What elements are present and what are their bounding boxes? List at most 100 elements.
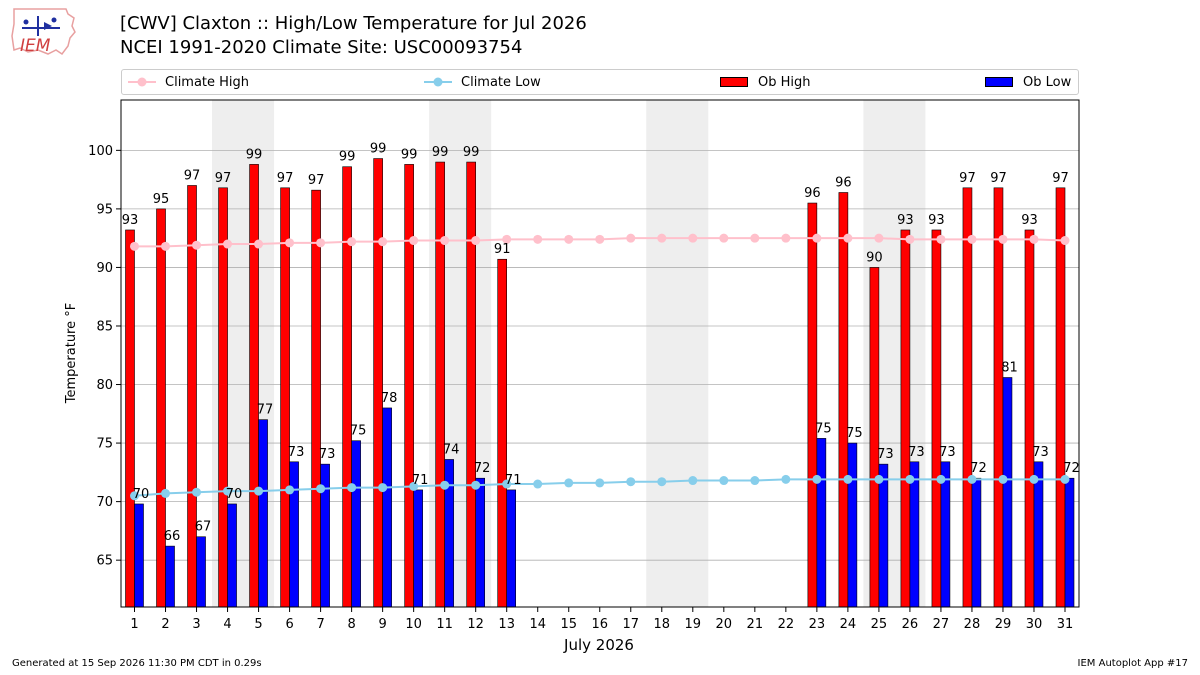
ob-low-bar bbox=[475, 477, 485, 608]
ob-high-bar bbox=[900, 229, 911, 608]
x-tick-label: 23 bbox=[809, 617, 826, 632]
x-tick-label: 24 bbox=[840, 617, 857, 632]
climate-high-point bbox=[192, 240, 202, 250]
legend-item-ob-low: Ob Low bbox=[985, 70, 1071, 94]
climate-high-point bbox=[688, 233, 698, 243]
climate-high-point bbox=[440, 236, 450, 246]
climate-high-point bbox=[347, 237, 357, 247]
ob-low-label: 71 bbox=[412, 473, 429, 488]
weekend-shade bbox=[863, 100, 926, 607]
climate-low-point bbox=[564, 478, 574, 488]
climate-high-point bbox=[471, 236, 481, 246]
chart-title: [CWV] Claxton :: High/Low Temperature fo… bbox=[120, 13, 587, 34]
ob-low-label: 78 bbox=[381, 391, 398, 406]
x-tick-label: 7 bbox=[316, 617, 324, 632]
ob-high-label: 97 bbox=[184, 168, 201, 183]
generated-timestamp: Generated at 15 Sep 2026 11:30 PM CDT in… bbox=[12, 658, 262, 669]
ob-high-label: 97 bbox=[215, 171, 232, 186]
climate-low-point bbox=[905, 474, 915, 484]
climate-high-point bbox=[750, 233, 760, 243]
x-tick-label: 21 bbox=[747, 617, 764, 632]
ob-high-bar bbox=[249, 164, 259, 608]
ob-low-bar bbox=[196, 536, 206, 608]
ob-low-bar bbox=[382, 407, 392, 608]
x-tick-label: 13 bbox=[498, 617, 515, 632]
ob-high-label: 95 bbox=[153, 192, 170, 207]
y-tick-label: 70 bbox=[96, 495, 113, 510]
climate-high-point bbox=[719, 233, 729, 243]
ob-low-bar bbox=[289, 461, 299, 608]
x-tick-label: 17 bbox=[622, 617, 639, 632]
climate-high-point bbox=[223, 239, 233, 249]
climate-high-point bbox=[1029, 234, 1039, 244]
climate-high-point bbox=[161, 241, 171, 251]
y-tick-label: 100 bbox=[88, 144, 113, 159]
ob-low-bar bbox=[444, 459, 454, 608]
x-tick-label: 2 bbox=[161, 617, 169, 632]
x-tick-label: 18 bbox=[654, 617, 671, 632]
ob-high-bar bbox=[218, 187, 228, 608]
climate-high-point bbox=[316, 238, 326, 248]
ob-high-label: 99 bbox=[401, 147, 418, 162]
weekend-shade bbox=[212, 100, 275, 607]
ob-high-label: 93 bbox=[928, 213, 945, 228]
climate-low-point bbox=[285, 485, 295, 495]
app-id: IEM Autoplot App #17 bbox=[1077, 658, 1188, 669]
climate-high-point bbox=[285, 238, 295, 248]
climate-high-point bbox=[657, 233, 667, 243]
climate-low-point bbox=[533, 479, 543, 489]
climate-high-point bbox=[533, 234, 543, 244]
climate-high-point bbox=[905, 234, 915, 244]
iem-logo: IEM bbox=[8, 6, 80, 60]
ob-low-label: 74 bbox=[443, 442, 460, 457]
ob-high-bar bbox=[280, 187, 290, 608]
climate-low-point bbox=[316, 484, 326, 494]
climate-low-point bbox=[719, 476, 729, 486]
ob-high-bar bbox=[869, 267, 880, 608]
y-tick-label: 80 bbox=[96, 378, 113, 393]
ob-high-label: 93 bbox=[122, 213, 139, 228]
ob-low-label: 75 bbox=[350, 424, 367, 439]
ob-high-label: 97 bbox=[959, 171, 976, 186]
ob-low-bar bbox=[816, 438, 827, 608]
ob-high-bar bbox=[931, 229, 942, 608]
x-tick-label: 9 bbox=[378, 617, 386, 632]
climate-low-point bbox=[812, 474, 822, 484]
x-tick-label: 11 bbox=[436, 617, 453, 632]
ob-high-bar bbox=[373, 158, 383, 608]
ob-high-bar bbox=[993, 187, 1004, 608]
ob-high-bar bbox=[466, 161, 476, 608]
climate-low-point bbox=[657, 477, 667, 487]
legend-label-ob-high: Ob High bbox=[758, 74, 811, 90]
ob-high-label: 93 bbox=[1021, 213, 1038, 228]
ob-low-label: 72 bbox=[474, 461, 491, 476]
climate-high-point bbox=[130, 241, 139, 251]
ob-low-label: 81 bbox=[1001, 361, 1018, 376]
climate-high-point bbox=[812, 233, 822, 243]
ob-high-bar bbox=[187, 185, 197, 608]
ob-high-bar bbox=[156, 208, 166, 608]
ob-low-bar bbox=[227, 503, 237, 608]
x-tick-label: 22 bbox=[778, 617, 795, 632]
climate-low-point bbox=[688, 476, 698, 486]
legend-item-climate-high: Climate High bbox=[128, 70, 249, 94]
legend-label-climate-high: Climate High bbox=[165, 74, 250, 90]
ob-low-bar bbox=[351, 440, 361, 608]
climate-low-point bbox=[781, 474, 791, 484]
climate-low-point bbox=[254, 486, 264, 496]
ob-low-label: 70 bbox=[133, 487, 150, 502]
legend-swatch-ob-high bbox=[720, 77, 748, 87]
ob-high-bar bbox=[1055, 187, 1066, 608]
x-tick-label: 25 bbox=[871, 617, 888, 632]
ob-low-label: 71 bbox=[505, 473, 522, 488]
climate-low-point bbox=[471, 480, 481, 490]
climate-low-point bbox=[223, 486, 233, 496]
climate-high-point bbox=[967, 234, 977, 244]
ob-high-label: 99 bbox=[432, 145, 449, 160]
ob-high-bar bbox=[807, 202, 818, 608]
ob-high-label: 97 bbox=[1052, 171, 1069, 186]
x-tick-label: 15 bbox=[560, 617, 577, 632]
climate-low-point bbox=[874, 474, 884, 484]
